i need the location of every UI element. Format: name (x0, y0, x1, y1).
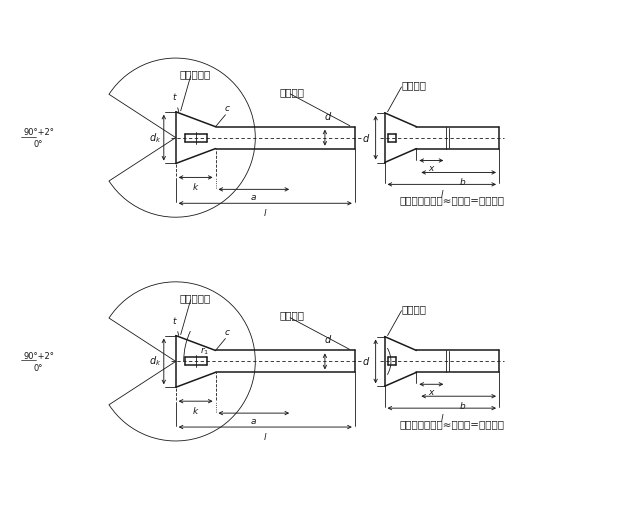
Text: $l$: $l$ (263, 431, 268, 442)
Text: 辗制末端: 辗制末端 (279, 87, 305, 97)
Text: 辗制末端: 辗制末端 (402, 304, 426, 314)
Text: 辗制末端: 辗制末端 (402, 80, 426, 90)
Text: 0°: 0° (33, 364, 43, 373)
Text: $x$: $x$ (428, 164, 435, 173)
Text: $b$: $b$ (459, 400, 467, 411)
Text: $d$: $d$ (324, 334, 332, 345)
Text: 辗制末端: 辗制末端 (279, 311, 305, 320)
Text: $l$: $l$ (439, 189, 444, 199)
Text: $d_k$: $d_k$ (148, 131, 161, 144)
Text: $k$: $k$ (192, 182, 200, 192)
Text: $t$: $t$ (172, 91, 177, 102)
Text: $b$: $b$ (459, 176, 467, 188)
Text: $c$: $c$ (224, 328, 231, 337)
Text: 90°+2°: 90°+2° (23, 352, 54, 361)
Text: 无螺纹部分杆径≈中径或=螺纹大径: 无螺纹部分杆径≈中径或=螺纹大径 (399, 195, 504, 205)
Text: $r_1$: $r_1$ (200, 346, 209, 357)
Text: $d$: $d$ (362, 132, 371, 143)
Text: 圆的或平的: 圆的或平的 (180, 69, 211, 79)
Text: $a$: $a$ (250, 417, 257, 426)
Text: $l$: $l$ (263, 207, 268, 218)
Text: $c$: $c$ (224, 104, 231, 113)
Text: 无螺纹部分杆径≈中径或=螺纹大径: 无螺纹部分杆径≈中径或=螺纹大径 (399, 419, 504, 429)
Text: $d_k$: $d_k$ (148, 354, 161, 368)
Text: $d$: $d$ (324, 110, 332, 122)
Text: $t$: $t$ (172, 315, 177, 325)
Text: $a$: $a$ (250, 193, 257, 202)
Text: $x$: $x$ (428, 388, 435, 397)
Text: 圆的或平的: 圆的或平的 (180, 293, 211, 303)
Text: 0°: 0° (33, 140, 43, 149)
Text: $l$: $l$ (439, 412, 444, 423)
Text: 90°+2°: 90°+2° (23, 128, 54, 137)
Text: $k$: $k$ (192, 405, 200, 416)
Text: $d$: $d$ (362, 355, 371, 368)
